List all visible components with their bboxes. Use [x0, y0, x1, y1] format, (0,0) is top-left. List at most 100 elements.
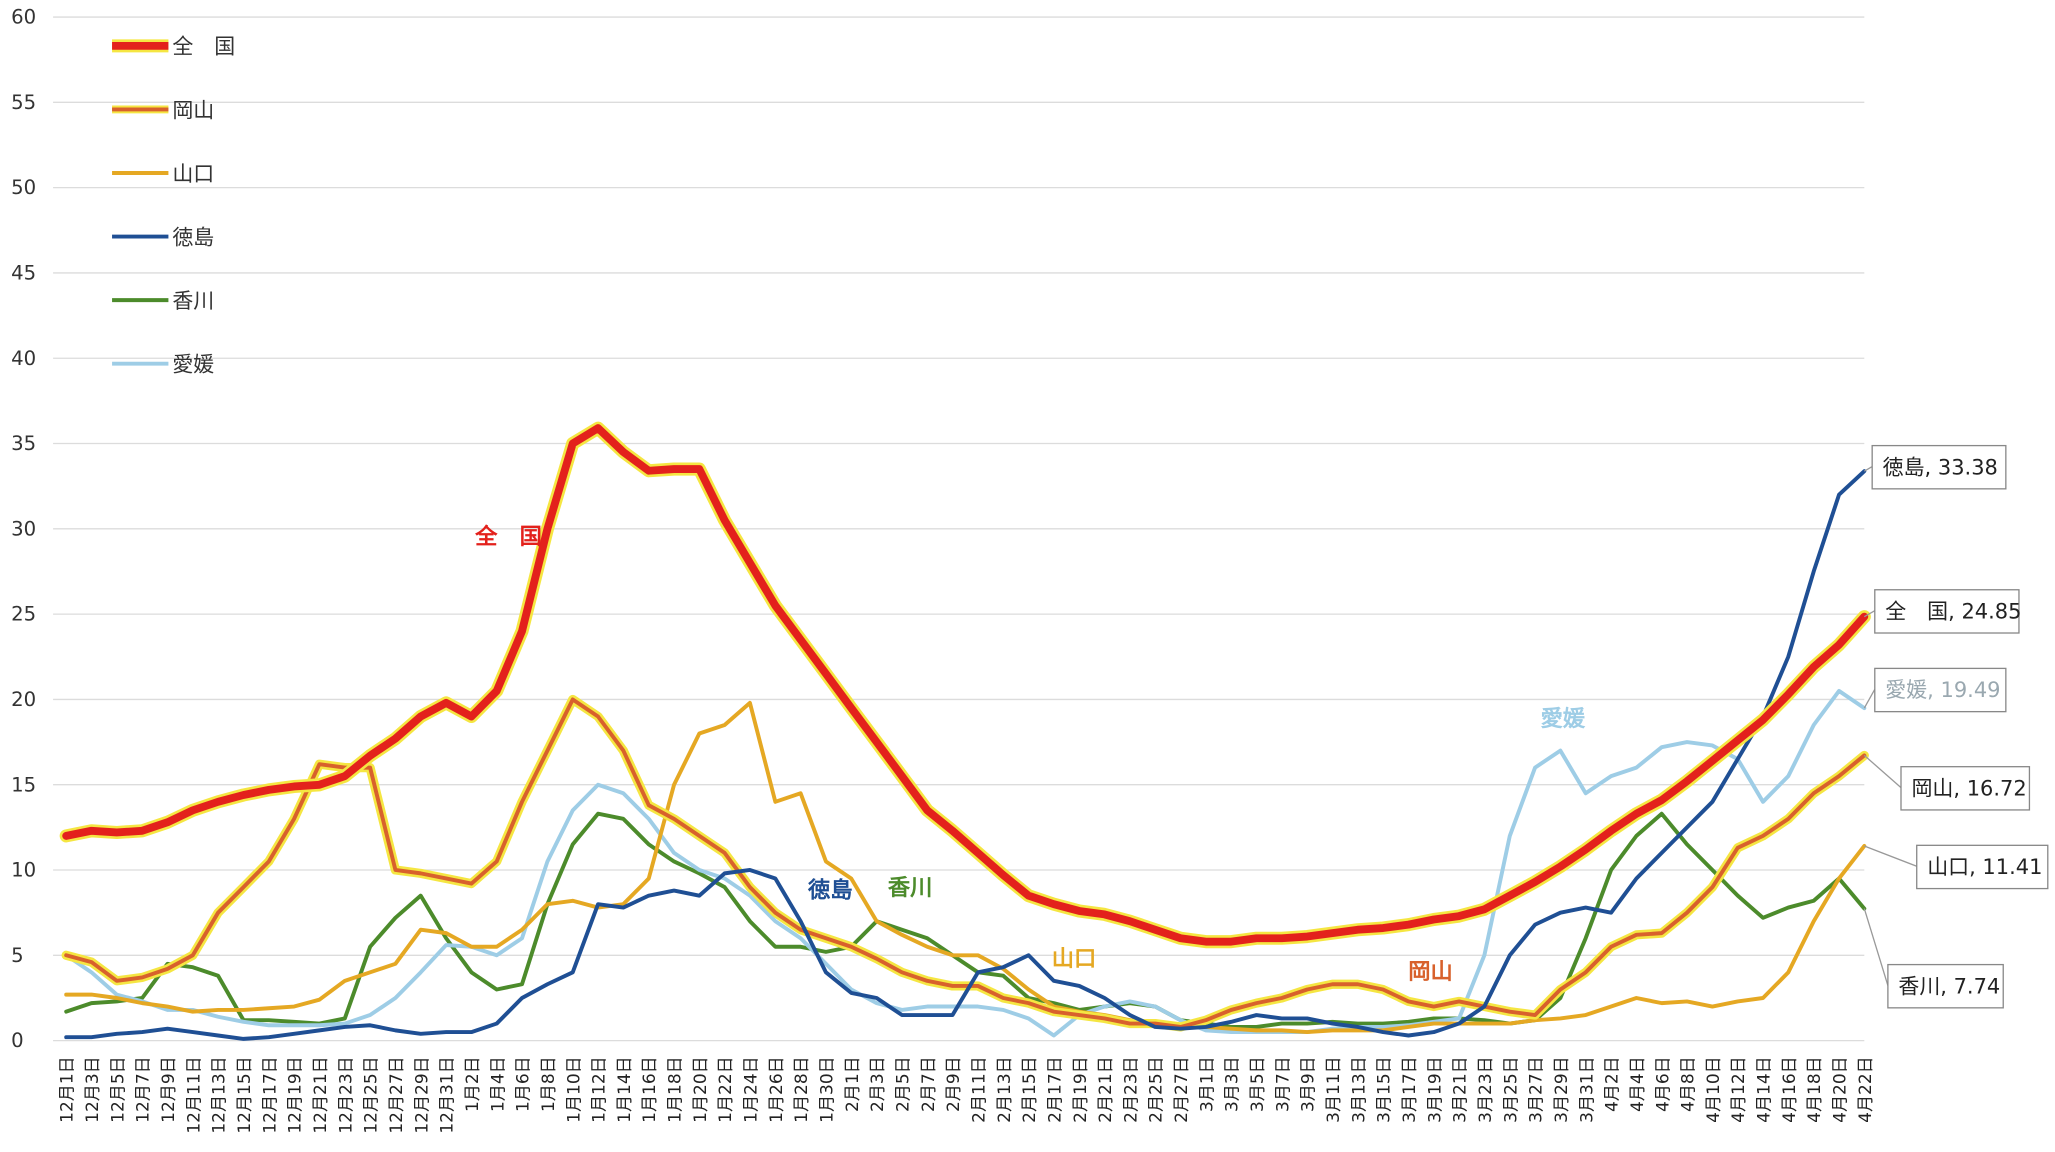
leader-line: [1863, 908, 1889, 986]
x-tick-label: 4月12日: [1729, 1056, 1749, 1123]
x-tick-label: 3月11日: [1324, 1056, 1344, 1123]
annotation: 徳島: [807, 877, 853, 904]
y-tick-label: 30: [11, 517, 36, 540]
y-tick-label: 40: [11, 347, 36, 370]
annotation: 岡山: [1408, 959, 1453, 985]
legend-label: 徳島: [172, 225, 214, 249]
x-tick-label: 3月29日: [1552, 1056, 1572, 1123]
x-tick-label: 2月21日: [1096, 1056, 1116, 1123]
x-tick-label: 3月19日: [1425, 1056, 1445, 1123]
x-tick-label: 2月27日: [1172, 1056, 1192, 1123]
y-tick-label: 55: [11, 91, 36, 114]
x-tick-label: 1月22日: [716, 1056, 736, 1123]
x-tick-label: 3月25日: [1501, 1056, 1521, 1123]
y-tick-label: 20: [11, 688, 36, 711]
x-tick-label: 1月24日: [742, 1056, 762, 1123]
x-tick-label: 1月6日: [514, 1056, 534, 1112]
x-tick-label: 4月14日: [1755, 1056, 1775, 1123]
legend-label: 山口: [172, 162, 214, 186]
x-tick-label: 3月7日: [1273, 1056, 1293, 1112]
x-tick-label: 12月27日: [387, 1056, 407, 1133]
x-tick-label: 2月7日: [919, 1056, 939, 1112]
x-tick-label: 12月13日: [210, 1056, 230, 1133]
x-tick-label: 12月3日: [83, 1056, 103, 1123]
leader-line: [1863, 610, 1876, 618]
data-label: 愛媛, 19.49: [1885, 678, 2000, 702]
series-line: [62, 424, 1869, 946]
x-tick-label: 2月15日: [1020, 1056, 1040, 1123]
x-tick-label: 4月20日: [1831, 1056, 1851, 1123]
x-tick-label: 12月15日: [235, 1056, 255, 1133]
x-tick-label: 4月18日: [1805, 1056, 1825, 1123]
leader-line: [1863, 754, 1902, 789]
data-label: 岡山, 16.72: [1911, 777, 2026, 801]
x-tick-label: 2月23日: [1121, 1056, 1141, 1123]
x-tick-label: 3月1日: [1197, 1056, 1217, 1112]
x-tick-label: 4月8日: [1679, 1056, 1699, 1112]
y-tick-label: 15: [11, 773, 36, 796]
legend-label: 岡山: [172, 98, 214, 122]
annotation: 全 国: [474, 523, 542, 550]
y-tick-label: 0: [11, 1029, 23, 1052]
x-tick-label: 1月14日: [615, 1056, 635, 1123]
x-tick-label: 12月17日: [260, 1056, 280, 1133]
x-tick-label: 2月3日: [868, 1056, 888, 1112]
x-tick-label: 3月3日: [1223, 1056, 1243, 1112]
y-tick-label: 45: [11, 261, 36, 284]
y-tick-label: 25: [11, 603, 36, 626]
leader-line: [1864, 845, 1917, 867]
y-tick-label: 60: [11, 6, 36, 29]
legend-label: 香川: [172, 289, 214, 313]
legend-label: 全 国: [172, 35, 235, 59]
x-tick-label: 3月21日: [1451, 1056, 1471, 1123]
x-tick-label: 12月19日: [286, 1056, 306, 1133]
y-tick-label: 50: [11, 176, 36, 199]
annotation: 山口: [1052, 946, 1097, 972]
x-tick-label: 12月23日: [336, 1056, 356, 1133]
x-tick-label: 1月30日: [818, 1056, 838, 1123]
x-tick-label: 3月9日: [1299, 1056, 1319, 1112]
x-tick-label: 4月2日: [1603, 1056, 1623, 1112]
x-tick-label: 12月21日: [311, 1056, 331, 1133]
label-box: [1900, 766, 2031, 811]
x-tick-label: 1月16日: [640, 1056, 660, 1123]
x-tick-label: 3月23日: [1476, 1056, 1496, 1123]
x-tick-label: 2月1日: [843, 1056, 863, 1112]
x-tick-label: 3月13日: [1349, 1056, 1369, 1123]
x-tick-label: 1月4日: [488, 1056, 508, 1112]
data-label: 山口, 11.41: [1927, 855, 2042, 879]
x-tick-label: 12月11日: [184, 1056, 204, 1133]
x-tick-label: 12月29日: [412, 1056, 432, 1133]
y-tick-label: 10: [11, 859, 36, 882]
x-tick-label: 4月4日: [1628, 1056, 1648, 1112]
x-tick-label: 12月31日: [438, 1056, 458, 1133]
x-tick-label: 2月25日: [1147, 1056, 1167, 1123]
label-box: [1887, 963, 2004, 1009]
y-tick-label: 5: [11, 944, 23, 967]
x-tick-label: 4月10日: [1704, 1056, 1724, 1123]
label-box: [1874, 589, 2020, 634]
x-tick-label: 1月20日: [691, 1056, 711, 1123]
x-tick-label: 1月18日: [666, 1056, 686, 1123]
x-tick-label: 2月13日: [995, 1056, 1015, 1123]
legend-label: 愛媛: [172, 353, 214, 377]
x-tick-label: 12月7日: [134, 1056, 154, 1123]
x-tick-label: 1月26日: [767, 1056, 787, 1123]
leader-line: [1863, 466, 1873, 472]
annotation: 愛媛: [1541, 706, 1586, 732]
x-tick-label: 3月31日: [1577, 1056, 1597, 1123]
data-label: 香川, 7.74: [1898, 974, 2000, 998]
x-tick-label: 1月8日: [539, 1056, 559, 1112]
x-tick-label: 4月16日: [1780, 1056, 1800, 1123]
x-tick-label: 1月2日: [463, 1056, 483, 1112]
x-tick-label: 2月5日: [893, 1056, 913, 1112]
series-line: [64, 697, 1867, 1029]
series-line: [64, 469, 1867, 1041]
x-tick-label: 1月28日: [792, 1056, 812, 1123]
annotation: 香川: [888, 875, 933, 901]
label-box: [1874, 667, 2007, 713]
x-tick-label: 12月25日: [362, 1056, 382, 1133]
x-tick-label: 12月1日: [58, 1056, 78, 1123]
